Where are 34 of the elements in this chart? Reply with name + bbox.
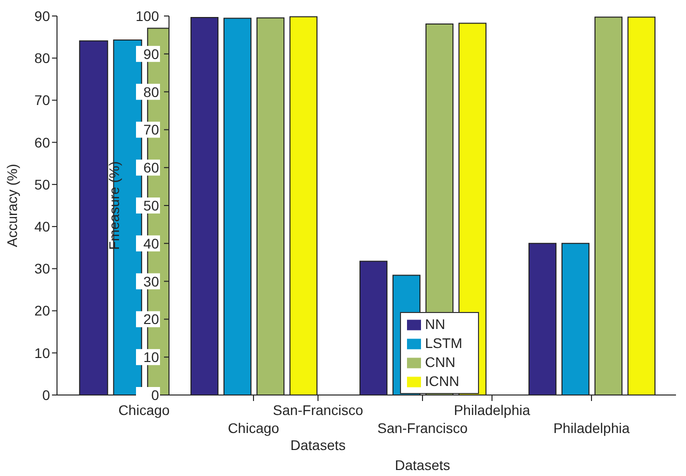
y-tick-label: 30 [34, 260, 50, 277]
y-tick-label: 70 [34, 92, 50, 108]
x-tick-label: Chicago [228, 420, 280, 436]
x-axis-title: Datasets [394, 457, 450, 473]
y-tick-label: 10 [143, 349, 160, 366]
y-tick-label: 40 [34, 218, 50, 235]
y-tick-label: 40 [143, 235, 160, 252]
y-tick-label: 90 [143, 46, 160, 62]
legend-label: CNN [425, 354, 456, 370]
x-tick-label: Chicago [118, 402, 170, 418]
y-tick-label: 80 [34, 50, 50, 66]
x-tick-label: Philadelphia [553, 420, 630, 436]
x-tick-label: Philadelphia [454, 402, 530, 418]
y-tick-label: 20 [34, 302, 50, 319]
x-tick-label: San-Francisco [377, 420, 468, 436]
y-tick-label: 70 [143, 122, 160, 138]
legend-label: LSTM [425, 335, 462, 351]
y-tick-label: 0 [151, 387, 160, 403]
y-tick-label: 100 [136, 8, 160, 24]
y-tick-label: 10 [34, 344, 50, 361]
y-tick-label: 0 [42, 386, 50, 403]
x-axis-title: Datasets [290, 437, 346, 453]
x-tick-label: San-Francisco [272, 402, 364, 418]
legend-label: ICNN [425, 373, 460, 389]
y-tick-label: 30 [143, 273, 160, 290]
y-tick-label: 20 [143, 311, 160, 328]
y-tick-label: 80 [143, 84, 160, 100]
y-axis-title: Accuracy (%) [4, 164, 20, 248]
legend-label: NN [425, 316, 446, 332]
y-tick-label: 50 [34, 176, 50, 192]
y-tick-label: 90 [34, 8, 50, 24]
y-tick-label: 60 [143, 160, 160, 176]
y-tick-label: 50 [143, 198, 160, 214]
y-tick-label: 60 [34, 134, 50, 150]
